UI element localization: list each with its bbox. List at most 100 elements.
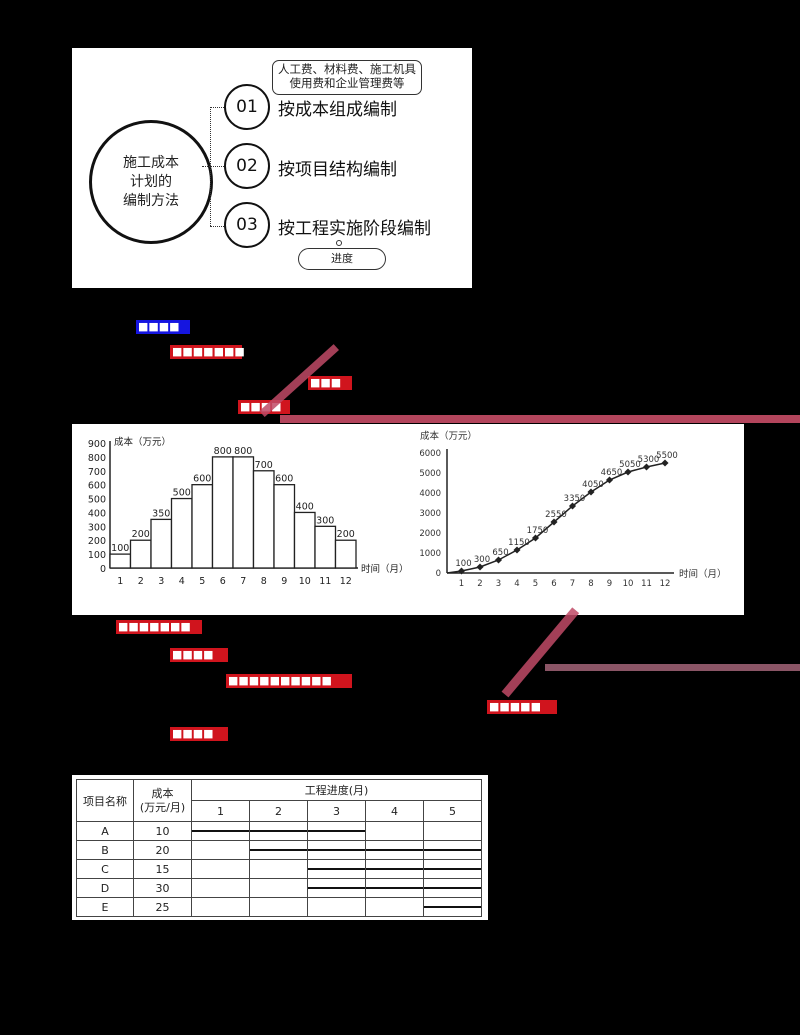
schedule-cell: [249, 897, 308, 917]
svg-text:成本（万元）: 成本（万元）: [420, 430, 477, 442]
schedule-cell: [191, 840, 250, 860]
gantt-bar: [308, 868, 365, 870]
svg-text:9: 9: [607, 579, 612, 589]
header-progress: 工程进度(月): [191, 779, 482, 801]
gantt-bar: [308, 887, 365, 889]
svg-text:3: 3: [158, 576, 164, 587]
schedule-cell: [423, 878, 482, 898]
item-name: A: [76, 821, 134, 841]
svg-text:650: 650: [492, 548, 508, 558]
svg-text:4650: 4650: [601, 468, 623, 478]
table-row: B 20: [76, 840, 482, 860]
gantt-bar: [366, 868, 423, 870]
svg-text:200: 200: [132, 529, 150, 540]
svg-text:600: 600: [193, 474, 211, 485]
schedule-cell: [423, 897, 482, 917]
schedule-cell: [423, 821, 482, 841]
svg-text:4: 4: [179, 576, 185, 587]
schedule-cell: [307, 859, 366, 879]
svg-text:11: 11: [319, 576, 331, 587]
line-chart: 0 1000 2000 3000 4000 5000 6000 成本（万元） 100 1 300 2 6…: [419, 430, 726, 589]
schedule-cell: [423, 859, 482, 879]
gantt-bar: [308, 849, 365, 851]
schedule-cell: [423, 840, 482, 860]
cloud-connector-icon: [336, 240, 342, 246]
gantt-bar: [192, 830, 249, 832]
svg-text:7: 7: [240, 576, 246, 587]
svg-text:10: 10: [299, 576, 311, 587]
method-label-01: 按成本组成编制: [278, 100, 397, 120]
schedule-cell: [365, 878, 424, 898]
svg-text:5: 5: [533, 579, 538, 589]
annotation-red: ■■■■■■■: [116, 620, 202, 634]
item-name: C: [76, 859, 134, 879]
svg-text:1000: 1000: [419, 549, 441, 559]
table-row: E 25: [76, 897, 482, 917]
svg-text:350: 350: [152, 508, 170, 519]
svg-text:1: 1: [459, 579, 464, 589]
center-circle: 施工成本 计划的 编制方法: [89, 120, 213, 244]
svg-text:400: 400: [296, 501, 314, 512]
svg-text:5: 5: [199, 576, 205, 587]
gantt-bar: [250, 849, 307, 851]
schedule-cell: [365, 821, 424, 841]
svg-text:600: 600: [275, 474, 293, 485]
svg-text:500: 500: [173, 488, 191, 499]
gantt-bar: [366, 887, 423, 889]
schedule-cell: [249, 878, 308, 898]
step-circle-01: 01: [224, 84, 270, 130]
schedule-cell: [307, 878, 366, 898]
schedule-cell: [307, 821, 366, 841]
cost-components-note: 人工费、材料费、施工机具使用费和企业管理费等: [272, 60, 422, 95]
table-row: D 30: [76, 878, 482, 898]
gantt-bar: [366, 849, 423, 851]
annotation-red: ■■■■: [170, 727, 228, 741]
item-cost: 30: [133, 878, 192, 898]
month-header: 4: [365, 800, 424, 822]
svg-text:100: 100: [111, 543, 129, 554]
svg-text:800: 800: [88, 453, 106, 464]
header-name: 项目名称: [76, 779, 134, 822]
svg-text:2: 2: [138, 576, 144, 587]
highlight-bar: [280, 415, 800, 423]
svg-text:100: 100: [88, 550, 106, 561]
svg-text:2000: 2000: [419, 529, 441, 539]
gantt-bar: [424, 906, 481, 908]
progress-cloud: 进度: [298, 248, 386, 270]
svg-text:3000: 3000: [419, 509, 441, 519]
svg-text:5300: 5300: [638, 455, 660, 465]
svg-text:300: 300: [88, 522, 106, 533]
schedule-cell: [249, 859, 308, 879]
svg-text:5050: 5050: [619, 460, 641, 470]
gantt-bar: [424, 868, 481, 870]
svg-text:2: 2: [477, 579, 482, 589]
svg-text:成本（万元）: 成本（万元）: [114, 436, 171, 448]
pen-stroke: [501, 607, 580, 698]
month-header: 5: [423, 800, 482, 822]
svg-text:900: 900: [88, 439, 106, 450]
schedule-cell: [191, 878, 250, 898]
svg-text:700: 700: [255, 460, 273, 471]
svg-text:9: 9: [281, 576, 287, 587]
svg-text:4050: 4050: [582, 480, 604, 490]
gantt-bar: [424, 849, 481, 851]
svg-text:200: 200: [337, 529, 355, 540]
annotation-red: ■■■■■■■■■■: [226, 674, 352, 688]
item-name: D: [76, 878, 134, 898]
month-header: 3: [307, 800, 366, 822]
svg-text:12: 12: [660, 579, 671, 589]
svg-text:3350: 3350: [564, 494, 586, 504]
gantt-bar: [308, 830, 365, 832]
method-label-03: 按工程实施阶段编制: [278, 219, 431, 239]
schedule-cell: [307, 897, 366, 917]
header-cost: 成本 (万元/月): [133, 779, 192, 822]
annotation-blue: ■■■■: [136, 320, 190, 334]
svg-text:500: 500: [88, 495, 106, 506]
svg-text:12: 12: [340, 576, 352, 587]
svg-text:6: 6: [220, 576, 226, 587]
method-diagram: 施工成本 计划的 编制方法 人工费、材料费、施工机具使用费和企业管理费等 01 …: [72, 48, 472, 288]
gantt-bar: [424, 887, 481, 889]
schedule-cell: [249, 821, 308, 841]
